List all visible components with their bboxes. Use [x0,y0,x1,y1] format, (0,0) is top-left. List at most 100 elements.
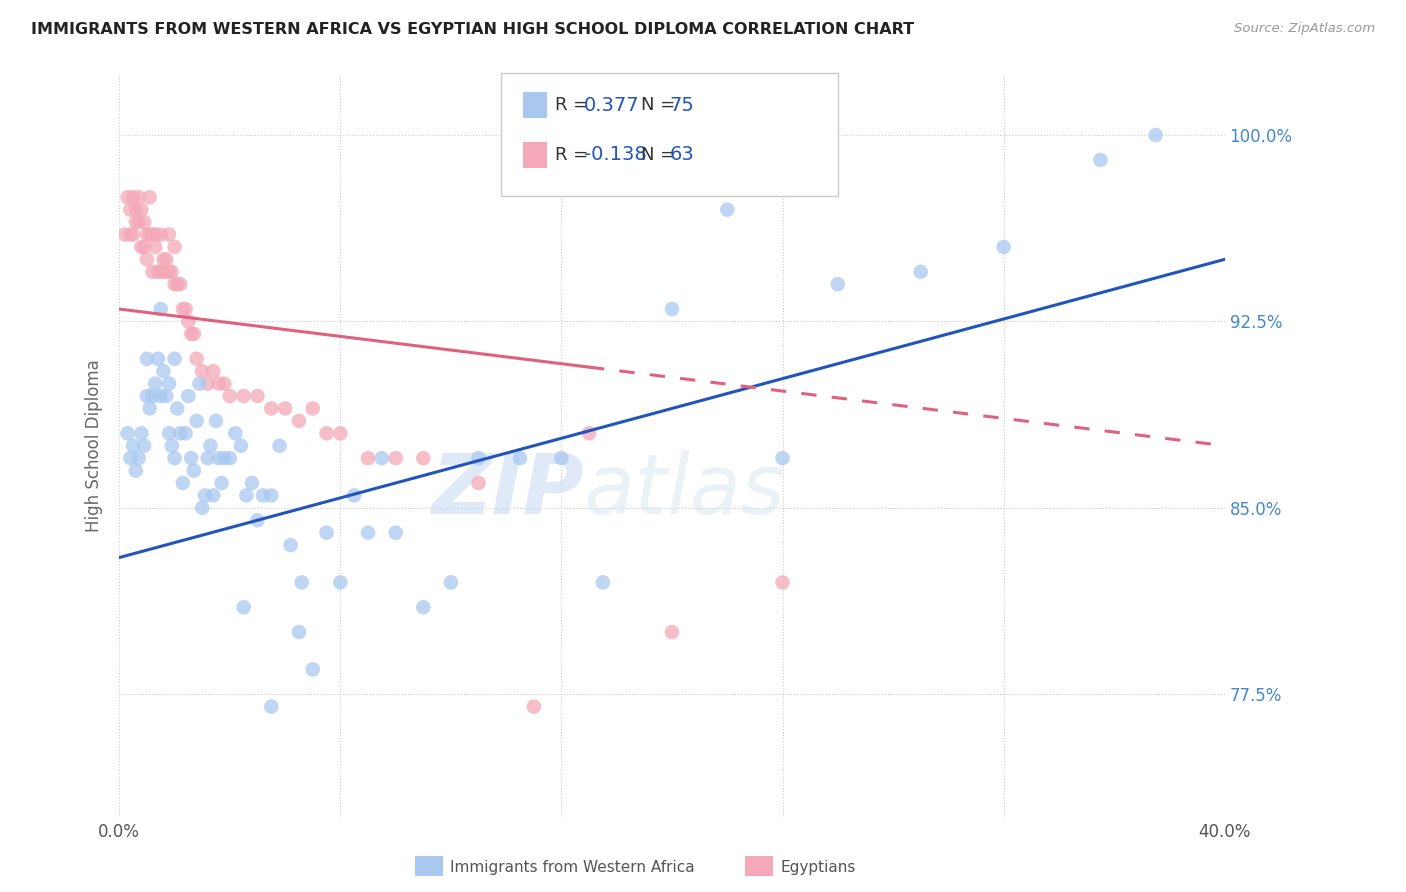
Point [194,488,217,502]
Point [661,301,683,316]
Text: ZIP: ZIP [430,450,583,531]
Point [174,426,197,441]
Point [191,364,214,378]
Point [138,227,160,242]
FancyBboxPatch shape [501,73,838,196]
Point [357,525,380,540]
Text: 0.377: 0.377 [583,95,640,114]
Point [467,475,489,490]
Point [160,439,183,453]
Point [146,351,169,366]
Point [163,277,186,292]
Point [260,699,283,714]
Point [120,227,142,242]
Point [174,301,197,316]
Point [252,488,274,502]
Point [141,265,163,279]
Point [149,265,172,279]
Point [910,265,932,279]
Point [138,401,160,416]
Point [157,227,180,242]
Point [288,625,311,640]
Point [371,451,394,466]
Point [235,488,257,502]
Text: R =: R = [555,146,593,164]
Text: Egyptians: Egyptians [780,860,856,874]
Point [232,600,254,615]
Point [232,389,254,403]
Point [214,376,236,391]
Point [180,451,202,466]
Point [205,414,228,428]
Point [135,252,157,267]
Point [149,301,172,316]
Point [315,525,337,540]
Point [141,227,163,242]
Point [152,252,174,267]
Point [131,426,153,441]
Point [135,227,157,242]
Point [157,376,180,391]
Point [1090,153,1112,167]
Point [177,389,200,403]
Point [146,265,169,279]
Point [122,190,145,204]
Text: N =: N = [641,96,681,114]
Point [114,227,136,242]
Point [135,389,157,403]
Point [131,240,153,254]
Point [211,475,233,490]
Point [143,240,166,254]
Point [117,426,139,441]
Point [592,575,614,590]
Point [134,240,156,254]
Point [269,439,291,453]
Point [120,451,142,466]
Point [214,451,236,466]
Point [125,215,148,229]
Point [166,401,188,416]
Point [329,426,352,441]
Point [550,451,572,466]
Text: Immigrants from Western Africa: Immigrants from Western Africa [450,860,695,874]
Text: R =: R = [555,96,593,114]
Point [160,265,183,279]
Point [143,227,166,242]
Point [357,451,380,466]
Point [218,389,240,403]
Point [186,414,208,428]
Point [218,451,240,466]
Point [301,662,323,676]
Point [188,376,211,391]
Point [260,488,283,502]
Point [224,426,246,441]
Text: N =: N = [641,146,681,164]
Point [143,376,166,391]
Point [661,625,683,640]
Point [152,265,174,279]
Point [177,314,200,328]
Point [163,351,186,366]
Point [134,215,156,229]
Point [122,227,145,242]
Point [172,301,194,316]
Point [200,439,222,453]
Point [202,488,225,502]
Point [208,451,231,466]
Bar [523,93,547,118]
Point [197,376,219,391]
Point [384,451,406,466]
Point [280,538,302,552]
Point [343,488,366,502]
Point [117,190,139,204]
Point [166,277,188,292]
Point [827,277,849,292]
Y-axis label: High School Diploma: High School Diploma [86,359,103,533]
Point [134,439,156,453]
Point [128,190,150,204]
Point [122,439,145,453]
Point [772,451,794,466]
Point [412,600,434,615]
Point [301,401,323,416]
Point [197,451,219,466]
